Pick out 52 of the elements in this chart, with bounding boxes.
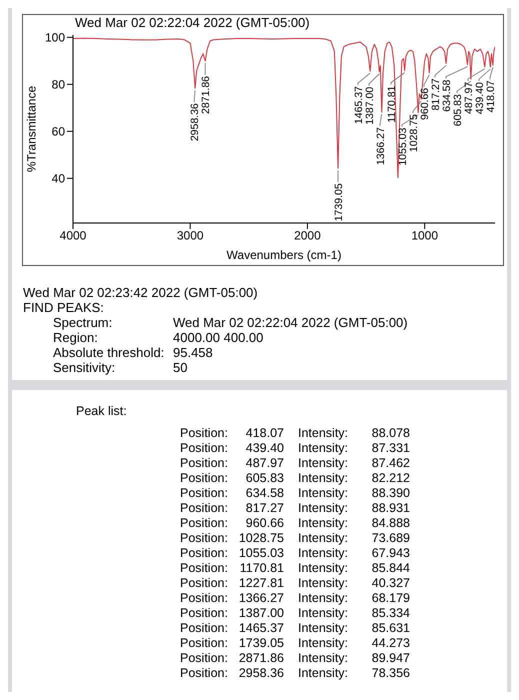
text: Position: 960.66 Intensity: 84.888 (180, 516, 410, 530)
text: Position: 487.97 Intensity: 87.462 (180, 456, 410, 470)
x-tick-label: 2000 (294, 228, 322, 243)
y-tick-label: 40 (52, 172, 66, 186)
text: Wed Mar 02 02:23:42 2022 (GMT-05:00) (23, 285, 259, 300)
text: Spectrum: Wed Mar 02 02:22:04 2022 (GMT-05:00) (53, 315, 408, 330)
annotation: 1387.00 (364, 86, 376, 125)
annotation: 1366.27 (375, 126, 387, 166)
text: Position: 418.07 Intensity: 88.078 (180, 426, 410, 440)
y-tick-label: 80 (52, 78, 66, 92)
text: Region: 4000.00 400.00 (53, 330, 264, 345)
text: Position: 605.83 Intensity: 82.212 (180, 471, 410, 485)
text: Position: 1028.75 Intensity: 73.689 (180, 531, 410, 545)
text: Position: 1227.81 Intensity: 40.327 (180, 576, 410, 590)
annotation: 1055.03 (397, 128, 409, 166)
y-tick-label: 60 (52, 124, 66, 139)
x-tick-label: 4000 (60, 228, 87, 243)
x-tick-label: 1000 (411, 228, 438, 243)
annotation: 817.27 (430, 78, 442, 110)
annotation: 439.40 (474, 82, 486, 114)
text: Sensitivity: 50 (53, 360, 188, 375)
text: Position: 1739.05 Intensity: 44.273 (180, 636, 410, 650)
x-axis-title: Wavenumbers (cm-1) (226, 248, 342, 262)
annotation: 1170.81 (386, 85, 398, 123)
annotation: 2958.36 (189, 103, 202, 142)
text: Position: 634.58 Intensity: 88.390 (180, 486, 410, 500)
text: Position: 439.40 Intensity: 87.331 (180, 441, 410, 455)
text: Peak list: (76, 404, 128, 418)
text: Position: 1055.03 Intensity: 67.943 (180, 546, 410, 560)
annotation: 634.58 (441, 79, 453, 112)
annotation: 605.83 (452, 94, 464, 126)
annotation: 960.66 (419, 88, 431, 120)
text: Position: 2871.86 Intensity: 89.947 (180, 651, 410, 665)
y-tick-label: 100 (44, 30, 66, 45)
line-series (73, 38, 495, 178)
text: FIND PEAKS: (23, 300, 105, 315)
text: Position: 1366.27 Intensity: 68.179 (180, 591, 410, 605)
annotation: 2871.86 (200, 76, 212, 114)
annotation: 1465.37 (353, 86, 365, 124)
text: Absolute threshold: 95.458 (53, 345, 213, 360)
text: Position: 1170.81 Intensity: 85.844 (180, 561, 410, 575)
annotation: 418.07 (485, 80, 497, 112)
chart-title: Wed Mar 02 02:22:04 2022 (GMT-05:00) (75, 15, 310, 30)
text: Position: 1387.00 Intensity: 85.334 (180, 606, 410, 620)
x-tick-label: 3000 (176, 228, 204, 243)
y-axis-title: %Transmittance (24, 86, 38, 172)
text: Position: 1465.37 Intensity: 85.631 (180, 621, 410, 635)
annotation: 1739.05 (333, 183, 346, 222)
text: Position: 2958.36 Intensity: 78.356 (180, 666, 410, 680)
annotation: 1028.75 (408, 114, 420, 152)
annotation: 487.97 (463, 82, 475, 114)
text: Position: 817.27 Intensity: 88.931 (180, 501, 410, 515)
